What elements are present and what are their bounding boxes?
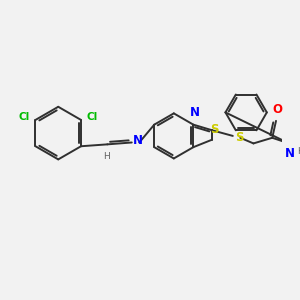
Text: N: N: [285, 147, 295, 160]
Text: Cl: Cl: [19, 112, 30, 122]
Text: H: H: [297, 147, 300, 156]
Text: S: S: [235, 131, 243, 144]
Text: H: H: [103, 152, 110, 161]
Text: N: N: [190, 106, 200, 119]
Text: S: S: [210, 123, 218, 136]
Text: N: N: [133, 134, 143, 147]
Text: O: O: [272, 103, 282, 116]
Text: Cl: Cl: [87, 112, 98, 122]
